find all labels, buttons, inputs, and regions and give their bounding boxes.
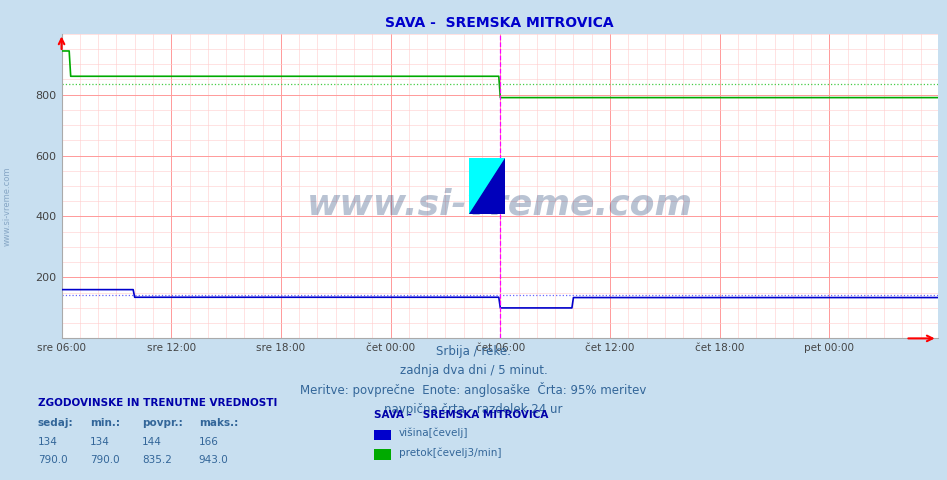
Text: Meritve: povprečne  Enote: anglosaške  Črta: 95% meritev: Meritve: povprečne Enote: anglosaške Črt… bbox=[300, 382, 647, 396]
Text: 144: 144 bbox=[142, 437, 162, 447]
Text: ZGODOVINSKE IN TRENUTNE VREDNOSTI: ZGODOVINSKE IN TRENUTNE VREDNOSTI bbox=[38, 397, 277, 408]
Text: 790.0: 790.0 bbox=[90, 455, 119, 465]
Text: 134: 134 bbox=[38, 437, 58, 447]
Text: 166: 166 bbox=[199, 437, 219, 447]
Text: min.:: min.: bbox=[90, 418, 120, 428]
Text: www.si-vreme.com: www.si-vreme.com bbox=[307, 187, 692, 221]
Polygon shape bbox=[469, 158, 505, 214]
Text: www.si-vreme.com: www.si-vreme.com bbox=[3, 167, 12, 246]
Text: navpična črta - razdelek 24 ur: navpična črta - razdelek 24 ur bbox=[384, 403, 563, 416]
Title: SAVA -  SREMSKA MITROVICA: SAVA - SREMSKA MITROVICA bbox=[385, 16, 614, 30]
Text: zadnja dva dni / 5 minut.: zadnja dva dni / 5 minut. bbox=[400, 364, 547, 377]
Text: maks.:: maks.: bbox=[199, 418, 238, 428]
Text: Srbija / reke.: Srbija / reke. bbox=[436, 345, 511, 358]
Text: sedaj:: sedaj: bbox=[38, 418, 74, 428]
Text: višina[čevelj]: višina[čevelj] bbox=[399, 428, 468, 438]
Text: 943.0: 943.0 bbox=[199, 455, 228, 465]
Text: pretok[čevelj3/min]: pretok[čevelj3/min] bbox=[399, 447, 501, 458]
Polygon shape bbox=[469, 158, 505, 214]
Text: povpr.:: povpr.: bbox=[142, 418, 183, 428]
Text: 134: 134 bbox=[90, 437, 110, 447]
Text: 790.0: 790.0 bbox=[38, 455, 67, 465]
Text: 835.2: 835.2 bbox=[142, 455, 172, 465]
Text: SAVA -   SREMSKA MITROVICA: SAVA - SREMSKA MITROVICA bbox=[374, 409, 548, 420]
